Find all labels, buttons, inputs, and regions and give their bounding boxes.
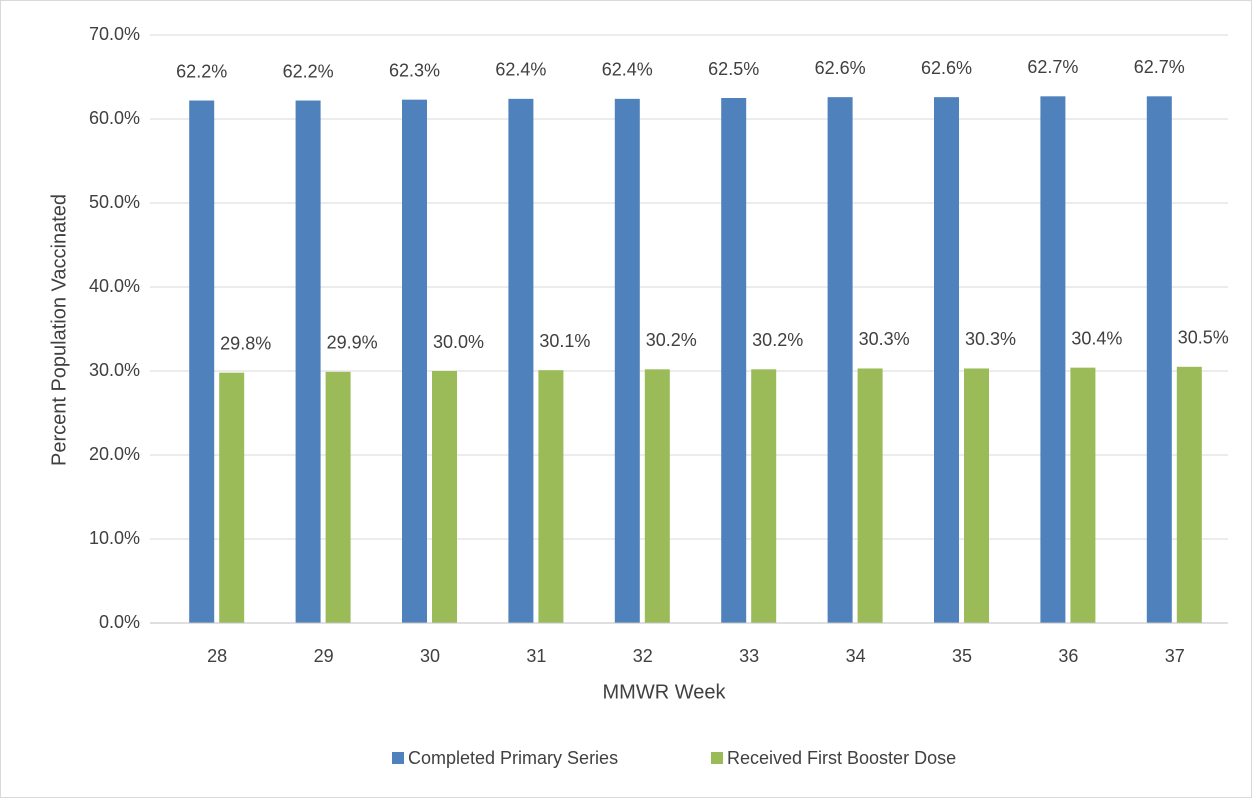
bar — [614, 98, 640, 624]
data-label: 62.7% — [1134, 57, 1185, 77]
x-tick-label: 33 — [739, 646, 759, 666]
bar — [644, 369, 670, 623]
y-tick-label: 0.0% — [99, 612, 140, 632]
bar — [1146, 96, 1172, 623]
bar — [538, 370, 564, 623]
x-tick-label: 35 — [952, 646, 972, 666]
data-label: 30.3% — [859, 329, 910, 349]
data-label: 62.2% — [283, 61, 334, 81]
data-label: 62.4% — [602, 60, 653, 80]
bar — [295, 100, 321, 623]
y-tick-label: 70.0% — [89, 24, 140, 44]
data-label: 29.9% — [327, 333, 378, 353]
bar — [721, 98, 747, 623]
y-tick-label: 20.0% — [89, 444, 140, 464]
data-label: 30.4% — [1071, 328, 1122, 348]
bar — [857, 368, 883, 623]
data-label: 30.3% — [965, 329, 1016, 349]
data-label: 30.2% — [646, 330, 697, 350]
bar — [1176, 366, 1202, 623]
bar — [964, 368, 989, 623]
x-tick-label: 32 — [633, 646, 653, 666]
bar — [934, 97, 959, 623]
bar — [1040, 96, 1066, 623]
y-axis-title: Percent Population Vaccinated — [48, 194, 70, 466]
bar — [325, 371, 351, 623]
bar — [1070, 367, 1096, 623]
legend-swatch — [711, 752, 723, 764]
data-label: 62.5% — [708, 59, 759, 79]
x-tick-label: 29 — [314, 646, 334, 666]
data-label: 30.1% — [539, 331, 590, 351]
data-label: 62.4% — [495, 60, 546, 80]
data-label: 62.6% — [921, 58, 972, 78]
x-axis-title: MMWR Week — [603, 681, 727, 703]
x-tick-label: 30 — [420, 646, 440, 666]
y-tick-label: 10.0% — [89, 528, 140, 548]
bar — [827, 97, 853, 623]
data-label: 62.2% — [176, 61, 227, 81]
bar — [508, 98, 534, 624]
x-tick-label: 28 — [207, 646, 227, 666]
y-tick-label: 60.0% — [89, 108, 140, 128]
bar — [219, 372, 245, 623]
data-label: 62.3% — [389, 60, 440, 80]
legend-label: Completed Primary Series — [408, 748, 618, 768]
legend-swatch — [392, 752, 404, 764]
data-label: 30.0% — [433, 332, 484, 352]
data-label: 62.6% — [815, 58, 866, 78]
bar — [189, 100, 215, 623]
y-tick-label: 30.0% — [89, 360, 140, 380]
legend-label: Received First Booster Dose — [727, 748, 956, 768]
bar — [402, 99, 427, 624]
data-label: 30.2% — [752, 330, 803, 350]
bar — [432, 371, 457, 623]
data-label: 29.8% — [220, 333, 271, 353]
y-tick-label: 40.0% — [89, 276, 140, 296]
x-tick-label: 36 — [1058, 646, 1078, 666]
x-tick-label: 34 — [846, 646, 866, 666]
x-tick-label: 37 — [1165, 646, 1185, 666]
x-tick-label: 31 — [526, 646, 546, 666]
bar — [751, 369, 777, 623]
y-tick-label: 50.0% — [89, 192, 140, 212]
data-label: 30.5% — [1178, 328, 1229, 348]
data-label: 62.7% — [1027, 57, 1078, 77]
